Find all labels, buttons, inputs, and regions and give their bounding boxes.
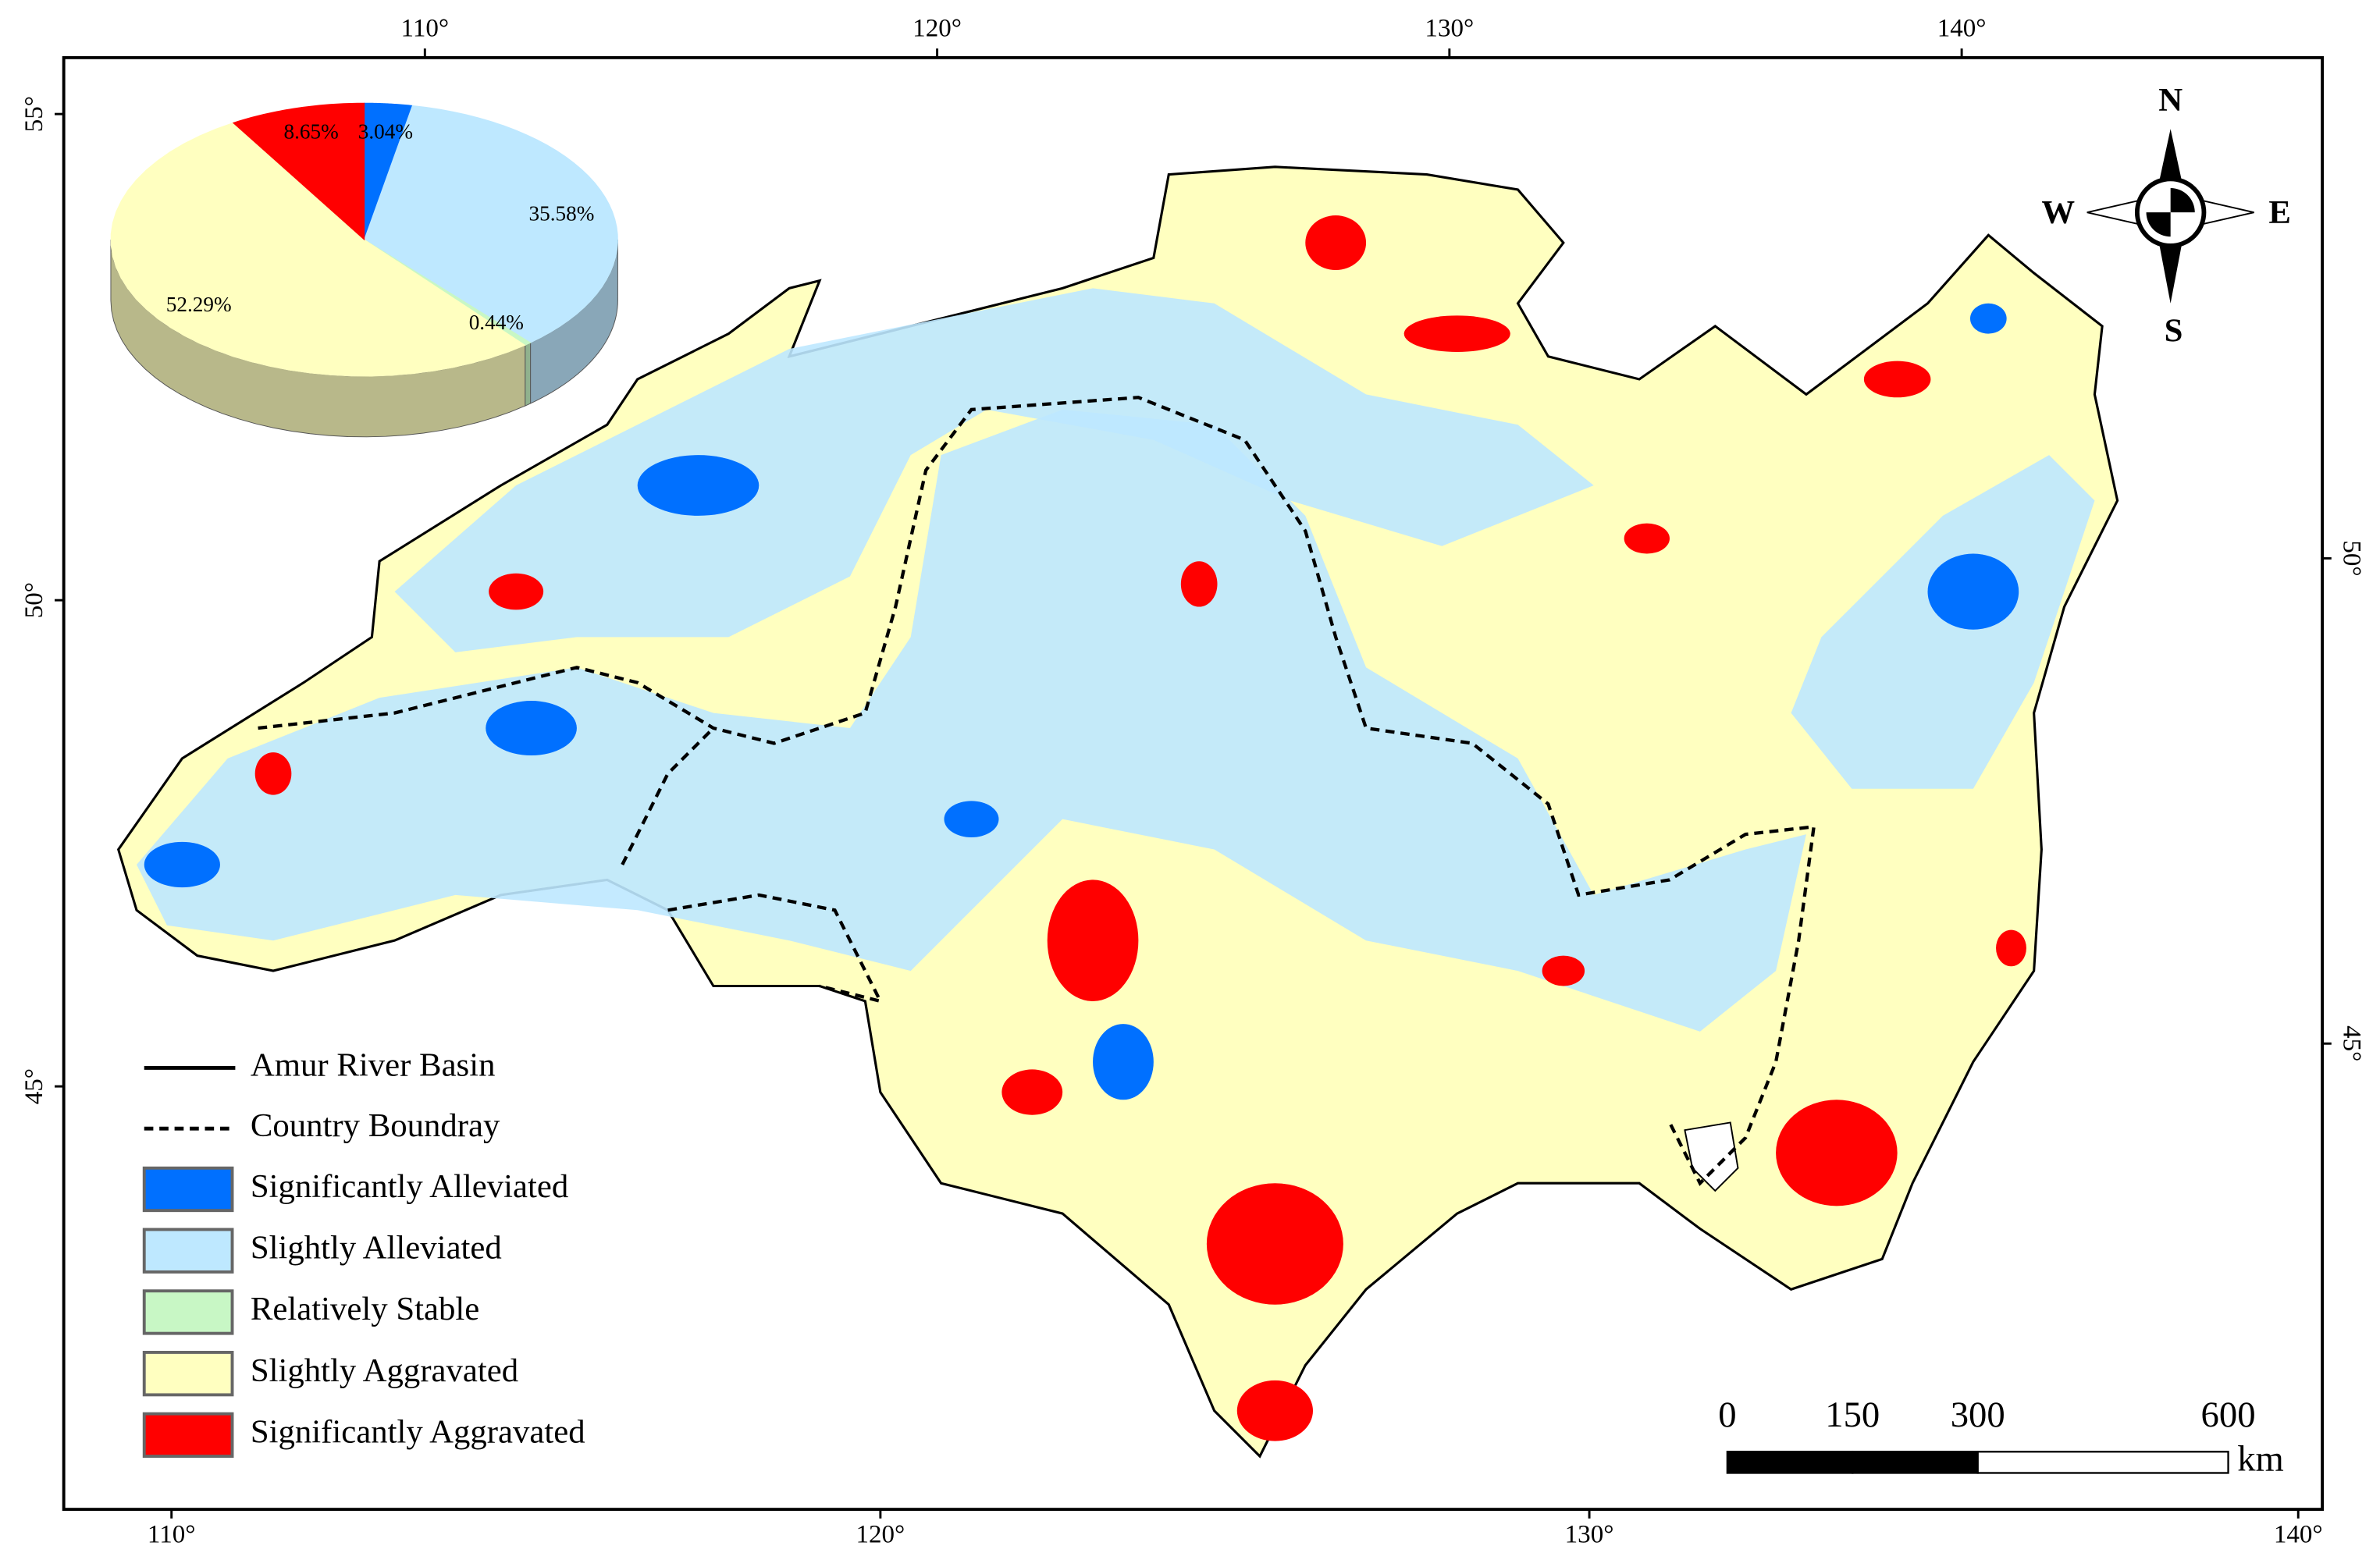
legend-label: Slightly Aggravated — [251, 1352, 518, 1389]
tick-label: 120° — [913, 14, 962, 42]
legend-label: Slightly Alleviated — [251, 1230, 502, 1267]
scale-bar-label: 150 — [1825, 1395, 1880, 1435]
patch — [637, 455, 760, 516]
compass-n: N — [2158, 82, 2183, 119]
pie-value-label: 35.58% — [529, 201, 595, 225]
map-frame — [62, 55, 2325, 1512]
compass-w: W — [2041, 194, 2075, 231]
tick-label: 50° — [2338, 540, 2366, 576]
significant-aggravated-patches — [254, 215, 2026, 1441]
pie-value-label: 8.65% — [283, 119, 338, 143]
tick-label: 110° — [401, 14, 450, 42]
legend-label: Relatively Stable — [251, 1291, 479, 1327]
patch — [1236, 1380, 1314, 1441]
pie-slice-side — [525, 342, 532, 407]
alleviated-area — [394, 288, 1594, 652]
patch — [1927, 553, 2019, 630]
pie-slice — [364, 105, 618, 343]
pie-value-label: 0.44% — [469, 311, 524, 334]
patch — [254, 752, 292, 795]
compass-e: E — [2268, 194, 2291, 231]
legend-swatch — [142, 1228, 234, 1274]
patch — [1624, 523, 1670, 554]
legend-swatch — [142, 1289, 234, 1335]
scale-bar-label: 600 — [2201, 1395, 2256, 1435]
alleviated-area — [1791, 455, 2095, 789]
compass-s: S — [2165, 312, 2183, 349]
compass: N E S W — [2041, 82, 2291, 349]
pie-value-label: 3.04% — [358, 119, 413, 143]
patch — [1776, 1100, 1898, 1206]
patch — [1969, 303, 2007, 334]
tick-label: 110° — [148, 1521, 196, 1549]
tick-label: 140° — [1937, 14, 1987, 42]
patch — [1093, 1024, 1154, 1100]
lake — [1684, 1121, 1739, 1192]
tick-label: 55° — [20, 96, 48, 132]
patch — [489, 573, 544, 610]
legend: Amur River Basin Country Boundray Signif… — [142, 1046, 585, 1459]
scale-bar-label: 300 — [1951, 1395, 2005, 1435]
tick-label: 130° — [1425, 14, 1474, 42]
compass-arrow — [2158, 230, 2183, 304]
pie-value-label: 52.29% — [166, 293, 232, 316]
patch — [486, 701, 577, 756]
patch — [1996, 929, 2026, 967]
patch — [1863, 361, 1931, 398]
legend-label: Amur River Basin — [251, 1046, 496, 1083]
tick-label: 120° — [856, 1521, 905, 1549]
tick-label: 50° — [20, 582, 48, 618]
legend-label: Significantly Aggravated — [251, 1414, 585, 1451]
patch — [1180, 561, 1218, 607]
legend-swatch — [142, 1351, 234, 1397]
patch — [1206, 1183, 1343, 1305]
pie-slice — [110, 122, 526, 377]
patch — [1403, 315, 1510, 352]
patch — [944, 801, 999, 838]
country-boundary — [621, 727, 884, 1004]
tick-label: 140° — [2274, 1521, 2323, 1549]
pie-slice — [364, 239, 532, 346]
patch — [1001, 1069, 1063, 1115]
patch — [144, 841, 220, 888]
legend-swatch — [142, 1412, 234, 1459]
pie-chart: 3.04% 35.58% 0.44% 52.29% 8.65% — [110, 102, 618, 438]
patch — [1047, 879, 1139, 1001]
country-boundary — [258, 396, 1816, 1186]
scale-bar-segment — [1852, 1451, 1979, 1474]
legend-label: Country Boundray — [251, 1107, 500, 1144]
basin — [116, 165, 2119, 1459]
pie-slice — [232, 102, 365, 241]
scale-bar-unit: km — [2237, 1439, 2284, 1480]
tick-label: 130° — [1565, 1521, 1614, 1549]
patch — [1305, 215, 1367, 271]
tick-label: 45° — [20, 1068, 48, 1104]
legend-swatch — [142, 1166, 234, 1213]
scale-bar-label: 0 — [1718, 1395, 1736, 1435]
legend-label: Significantly Alleviated — [251, 1168, 568, 1205]
alleviated-area — [137, 409, 1806, 1032]
compass-center — [2146, 188, 2195, 237]
significant-alleviated-patches — [144, 303, 2019, 1100]
scale-bar-segment — [1976, 1451, 2229, 1474]
tick-label: 45° — [2338, 1025, 2366, 1061]
scale-bar-segment — [1726, 1451, 1854, 1474]
patch — [1542, 955, 1585, 986]
